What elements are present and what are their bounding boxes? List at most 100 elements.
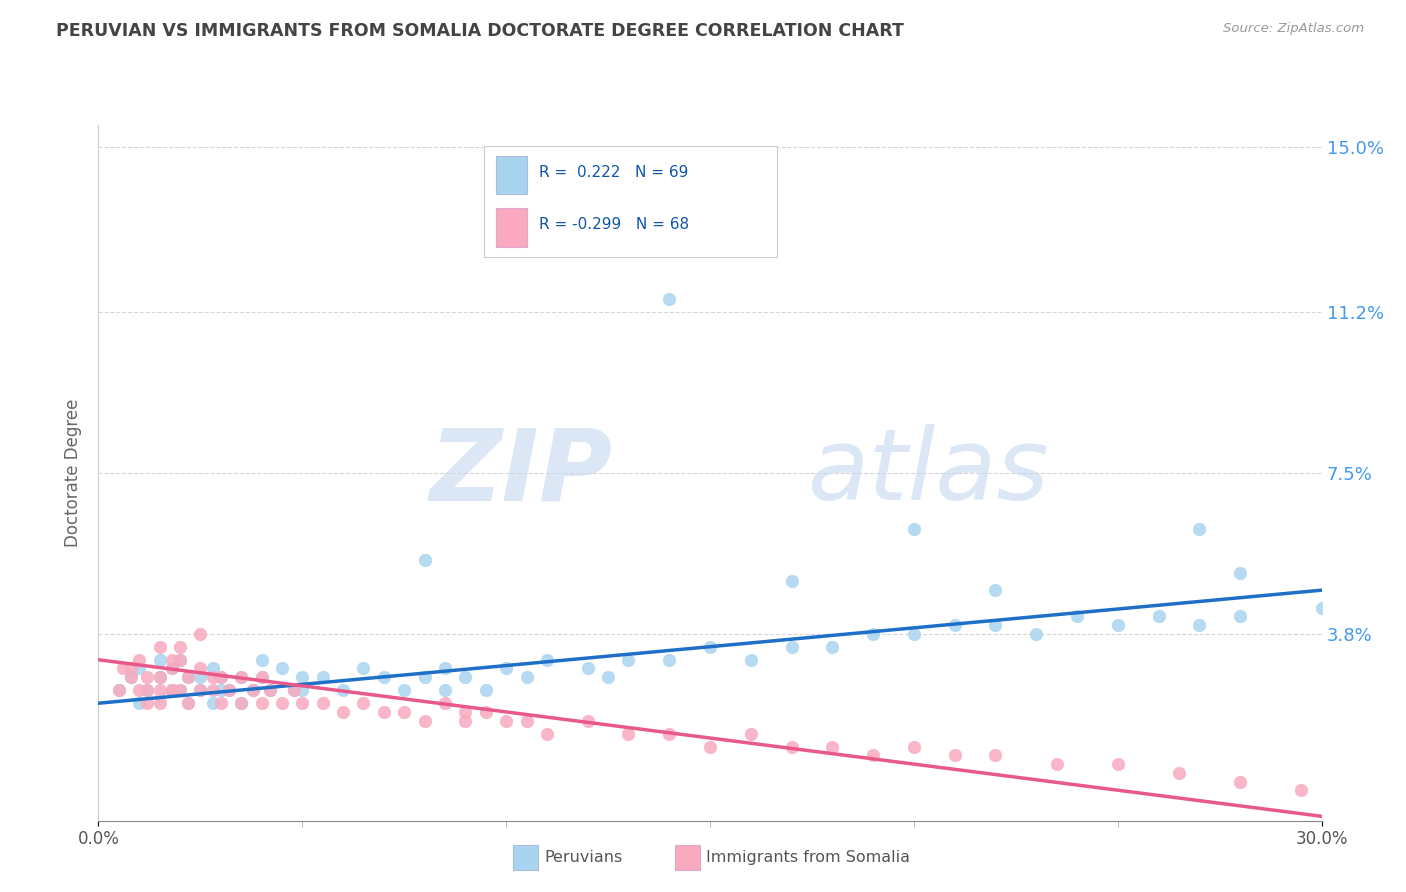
Point bbox=[516, 714, 538, 728]
Point bbox=[536, 726, 558, 740]
Point bbox=[903, 626, 925, 640]
Point bbox=[862, 748, 884, 763]
Point bbox=[188, 683, 212, 698]
Bar bbox=[496, 209, 526, 247]
Point bbox=[454, 714, 477, 728]
Point bbox=[1045, 757, 1069, 772]
Point bbox=[201, 661, 224, 675]
Point bbox=[352, 696, 374, 710]
Point bbox=[291, 683, 314, 698]
Point bbox=[536, 653, 558, 667]
Point bbox=[177, 696, 200, 710]
Text: Immigrants from Somalia: Immigrants from Somalia bbox=[706, 850, 910, 864]
Point bbox=[373, 705, 395, 719]
Point bbox=[291, 670, 314, 684]
Point bbox=[413, 552, 436, 567]
Point bbox=[242, 683, 264, 698]
Point bbox=[128, 661, 150, 675]
Text: R = -0.299   N = 68: R = -0.299 N = 68 bbox=[538, 217, 689, 232]
Point bbox=[1188, 618, 1211, 632]
Point bbox=[169, 683, 191, 698]
Point bbox=[862, 626, 884, 640]
Point bbox=[231, 696, 253, 710]
Point bbox=[780, 574, 803, 589]
Point bbox=[111, 661, 134, 675]
Point bbox=[149, 683, 172, 698]
Point bbox=[160, 661, 183, 675]
Point bbox=[259, 683, 281, 698]
Point bbox=[1025, 626, 1047, 640]
Point bbox=[169, 653, 191, 667]
Point bbox=[188, 661, 212, 675]
Point bbox=[373, 670, 395, 684]
Point bbox=[474, 705, 498, 719]
Point bbox=[1188, 522, 1211, 536]
Point bbox=[699, 640, 721, 654]
Point bbox=[658, 292, 681, 306]
Point bbox=[177, 696, 200, 710]
Point bbox=[270, 696, 294, 710]
Point bbox=[434, 696, 457, 710]
Point bbox=[576, 661, 599, 675]
Point bbox=[454, 670, 477, 684]
Point bbox=[392, 683, 416, 698]
Point bbox=[136, 696, 159, 710]
Point bbox=[903, 739, 925, 754]
Point bbox=[209, 696, 232, 710]
Point bbox=[250, 653, 273, 667]
Point bbox=[474, 683, 498, 698]
Point bbox=[177, 670, 200, 684]
Point bbox=[821, 640, 844, 654]
Point bbox=[740, 726, 762, 740]
Point bbox=[1229, 609, 1251, 624]
Text: ZIP: ZIP bbox=[429, 425, 612, 521]
Point bbox=[283, 683, 305, 698]
Point bbox=[332, 705, 354, 719]
Point bbox=[136, 683, 159, 698]
Point bbox=[270, 661, 294, 675]
Point bbox=[136, 683, 159, 698]
Point bbox=[332, 683, 354, 698]
Point bbox=[149, 640, 172, 654]
Point bbox=[160, 661, 183, 675]
Point bbox=[120, 670, 142, 684]
Point bbox=[780, 739, 803, 754]
Text: Source: ZipAtlas.com: Source: ZipAtlas.com bbox=[1223, 22, 1364, 36]
Point bbox=[495, 714, 517, 728]
Point bbox=[231, 670, 253, 684]
Y-axis label: Doctorate Degree: Doctorate Degree bbox=[65, 399, 83, 547]
Point bbox=[160, 653, 183, 667]
Point bbox=[495, 661, 517, 675]
Point bbox=[120, 670, 142, 684]
Point bbox=[1107, 757, 1129, 772]
Point bbox=[149, 670, 172, 684]
Point bbox=[108, 683, 131, 698]
Point bbox=[984, 748, 1007, 763]
FancyBboxPatch shape bbox=[484, 145, 778, 257]
Point bbox=[1167, 765, 1189, 780]
Point bbox=[177, 670, 200, 684]
Point bbox=[188, 626, 212, 640]
Point bbox=[283, 683, 305, 698]
Point bbox=[231, 670, 253, 684]
Point bbox=[160, 683, 183, 698]
Point bbox=[413, 670, 436, 684]
Point bbox=[250, 670, 273, 684]
Point bbox=[259, 683, 281, 698]
Point bbox=[516, 670, 538, 684]
Point bbox=[780, 640, 803, 654]
Point bbox=[576, 714, 599, 728]
Point bbox=[943, 748, 966, 763]
Point bbox=[1107, 618, 1129, 632]
Point bbox=[1229, 774, 1251, 789]
Point bbox=[169, 653, 191, 667]
Point bbox=[250, 670, 273, 684]
Point bbox=[699, 739, 721, 754]
Text: PERUVIAN VS IMMIGRANTS FROM SOMALIA DOCTORATE DEGREE CORRELATION CHART: PERUVIAN VS IMMIGRANTS FROM SOMALIA DOCT… bbox=[56, 22, 904, 40]
Point bbox=[943, 618, 966, 632]
Point bbox=[454, 705, 477, 719]
Text: atlas: atlas bbox=[808, 425, 1049, 521]
Point bbox=[1310, 600, 1333, 615]
Point bbox=[218, 683, 240, 698]
Point bbox=[821, 739, 844, 754]
